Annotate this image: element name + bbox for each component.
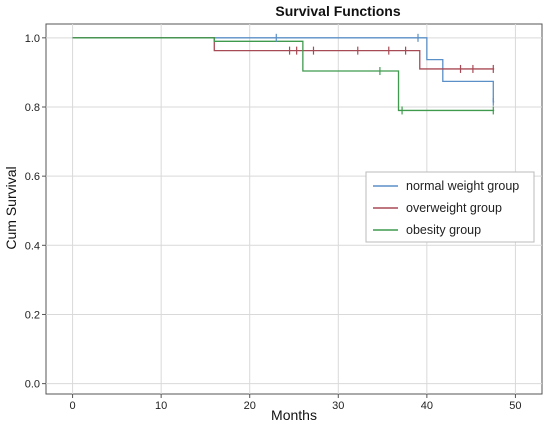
x-tick-label: 30 xyxy=(332,400,344,412)
censor-marks xyxy=(275,33,494,115)
y-tick-label: 0.4 xyxy=(25,240,40,252)
y-tick-label: 0.8 xyxy=(25,102,40,114)
x-tick-label: 20 xyxy=(244,400,256,412)
x-tick-label: 10 xyxy=(155,400,167,412)
series-line xyxy=(72,37,495,112)
legend: normal weight group overweight group obesi… xyxy=(365,171,535,243)
legend-entry: obesity group xyxy=(406,223,481,237)
y-tick-label: 0.0 xyxy=(25,379,40,391)
y-tick-label: 0.6 xyxy=(25,171,40,183)
legend-entry: overweight group xyxy=(406,201,502,215)
y-tick-label: 0.2 xyxy=(25,309,40,321)
axis-ticks: 0 10 20 30 40 50 0.0 0.2 0.4 0.6 0.8 1.0 xyxy=(25,33,522,412)
x-tick-label: 40 xyxy=(421,400,433,412)
x-tick-label: 0 xyxy=(70,400,76,412)
y-tick-label: 1.0 xyxy=(25,33,40,45)
x-tick-label: 50 xyxy=(509,400,521,412)
x-axis-label: Months xyxy=(271,407,317,423)
legend-entry: normal weight group xyxy=(406,179,519,193)
y-axis-label: Cum Survival xyxy=(3,166,19,249)
chart-title: Survival Functions xyxy=(275,3,400,19)
